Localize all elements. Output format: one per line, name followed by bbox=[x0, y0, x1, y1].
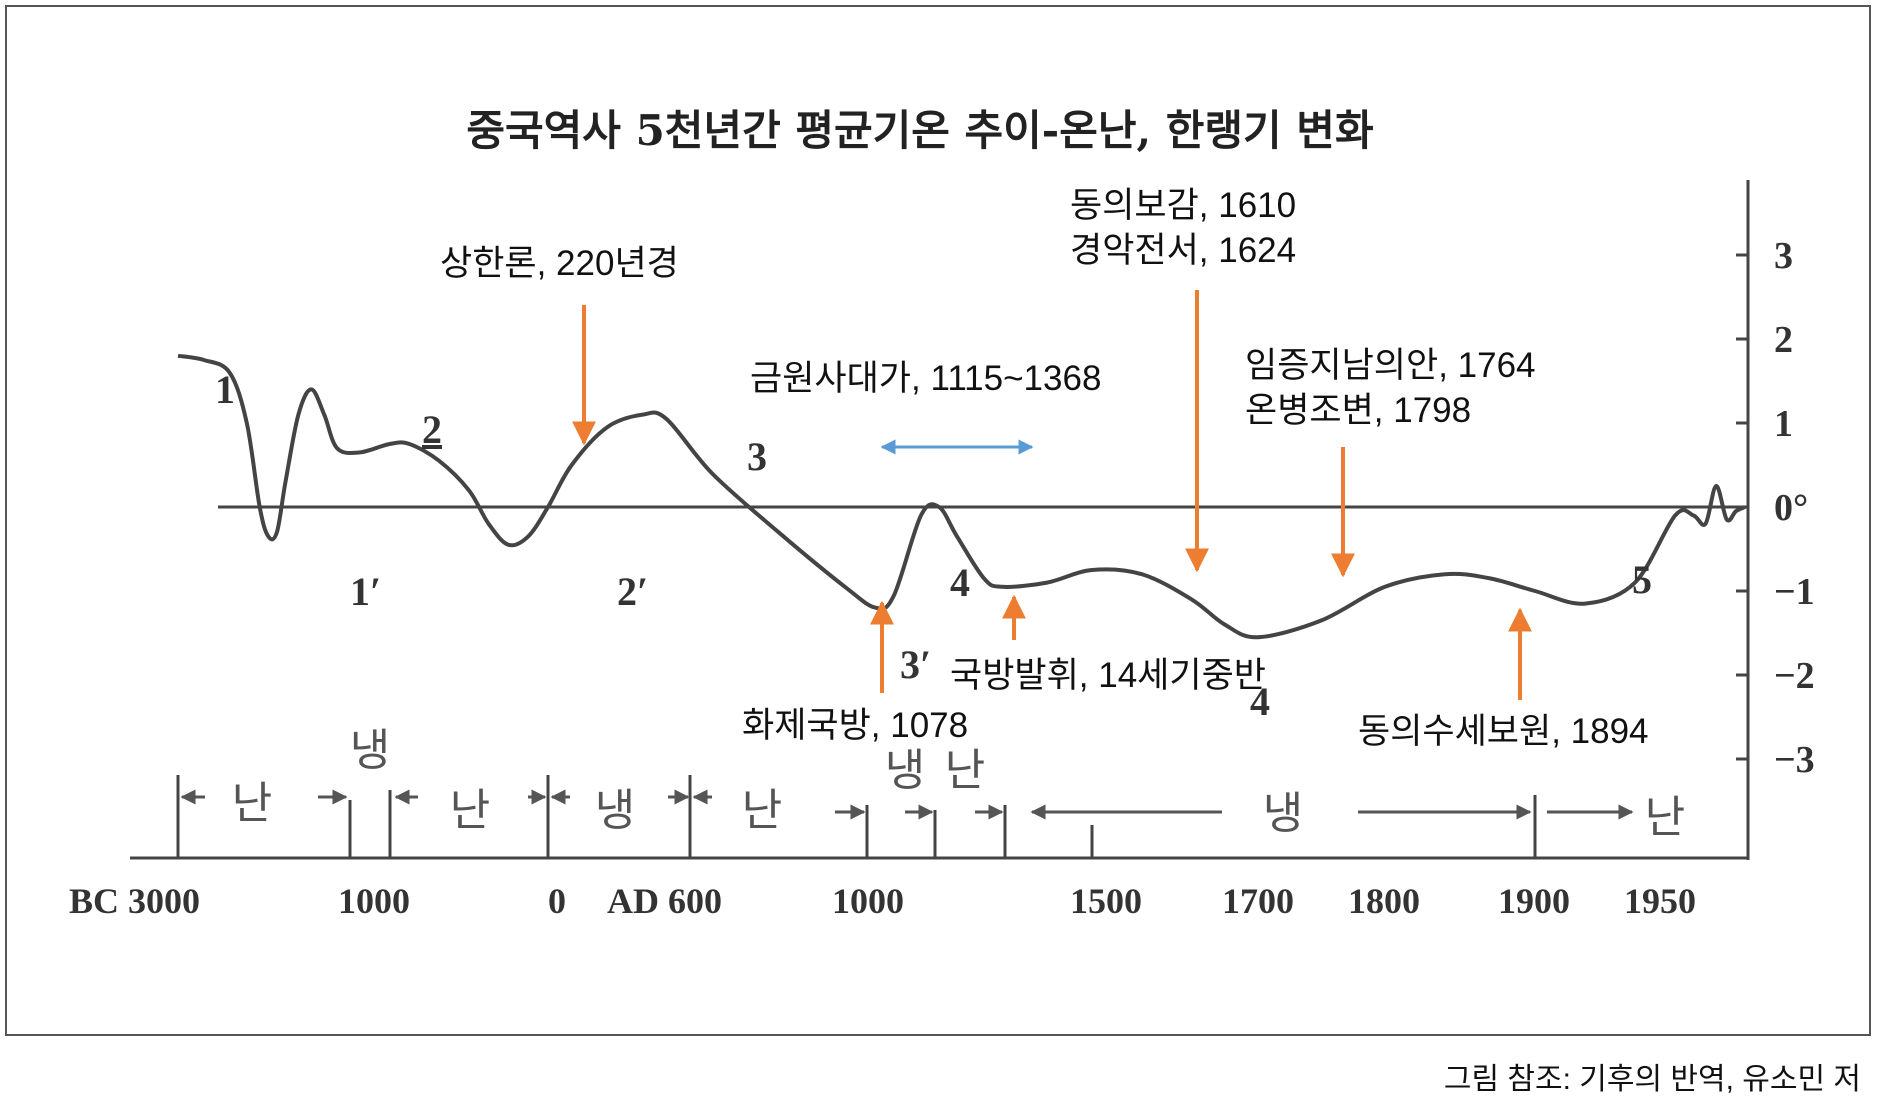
annotation-hwaje: 화제국방, 1078 bbox=[742, 706, 968, 745]
curve-label-2: 2 bbox=[422, 407, 442, 452]
curve-label-4-lower: 4 bbox=[1250, 679, 1270, 724]
annotation-gyeongak: 경악전서, 1624 bbox=[1070, 231, 1296, 270]
annotation-dongui-susebowon: 동의수세보원, 1894 bbox=[1358, 712, 1649, 751]
x-tick-1700: 1700 bbox=[1222, 881, 1294, 921]
x-tick-bc1000: 1000 bbox=[338, 881, 410, 921]
period-label-cold-2: 냉 bbox=[595, 785, 635, 836]
x-tick-1800: 1800 bbox=[1348, 881, 1420, 921]
annotation-donguibogam: 동의보감, 1610 bbox=[1070, 186, 1296, 225]
annotation-sanghannon: 상한론, 220년경 bbox=[440, 244, 679, 283]
figure-caption: 그림 참조: 기후의 반역, 유소민 저 bbox=[1443, 1063, 1861, 1096]
annotation-gukbang: 국방발휘, 14세기중반 bbox=[950, 656, 1266, 695]
period-arrows bbox=[180, 789, 1634, 820]
y-tick-label: 2 bbox=[1774, 319, 1793, 361]
y-tick-label: −1 bbox=[1774, 571, 1815, 613]
y-tick-group: 3 2 1 0° −1 −2 −3 bbox=[1736, 235, 1815, 781]
y-tick-label: 1 bbox=[1774, 403, 1793, 445]
period-label-warm-2: 난 bbox=[450, 785, 490, 836]
period-label-cold-3: 냉 bbox=[885, 745, 925, 796]
y-tick-label: −2 bbox=[1774, 655, 1815, 697]
annotation-geumwon: 금원사대가, 1115~1368 bbox=[750, 359, 1101, 398]
annotation-imjeung: 임증지남의안, 1764 bbox=[1245, 346, 1536, 385]
period-label-warm-5: 난 bbox=[1645, 792, 1685, 843]
period-label-warm-3: 난 bbox=[742, 785, 782, 836]
x-tick-0: 0 bbox=[548, 881, 566, 921]
y-tick-label: 3 bbox=[1774, 235, 1793, 277]
x-tick-ad600: AD 600 bbox=[607, 881, 722, 921]
x-tick-1950: 1950 bbox=[1624, 881, 1696, 921]
temperature-curve bbox=[177, 353, 1746, 640]
curve-label-1-prime: 1′ bbox=[350, 569, 381, 614]
curve-label-2-prime: 2′ bbox=[617, 569, 648, 614]
annotation-onbyeong: 온병조변, 1798 bbox=[1245, 391, 1471, 430]
period-label-cold-4: 냉 bbox=[1263, 788, 1303, 839]
chart-frame bbox=[5, 5, 1871, 1036]
curve-label-3: 3 bbox=[747, 434, 767, 479]
period-dividers bbox=[176, 775, 1537, 858]
curve-label-1: 1 bbox=[215, 367, 235, 412]
chart-title: 중국역사 5천년간 평균기온 추이-온난, 한랭기 변화 bbox=[466, 106, 1373, 155]
y-tick-label: −3 bbox=[1774, 739, 1815, 781]
x-tick-1900: 1900 bbox=[1498, 881, 1570, 921]
x-tick-bc3000: BC 3000 bbox=[69, 881, 200, 921]
period-label-cold-1: 냉 bbox=[350, 725, 390, 776]
period-label-warm-4: 난 bbox=[945, 745, 985, 796]
period-label-warm-1: 난 bbox=[232, 778, 272, 829]
curve-label-5: 5 bbox=[1632, 557, 1652, 602]
x-tick-1000: 1000 bbox=[832, 881, 904, 921]
curve-label-3-prime: 3′ bbox=[900, 642, 931, 687]
curve-label-4: 4 bbox=[950, 560, 970, 605]
y-tick-label: 0° bbox=[1774, 487, 1808, 529]
x-tick-1500: 1500 bbox=[1070, 881, 1142, 921]
